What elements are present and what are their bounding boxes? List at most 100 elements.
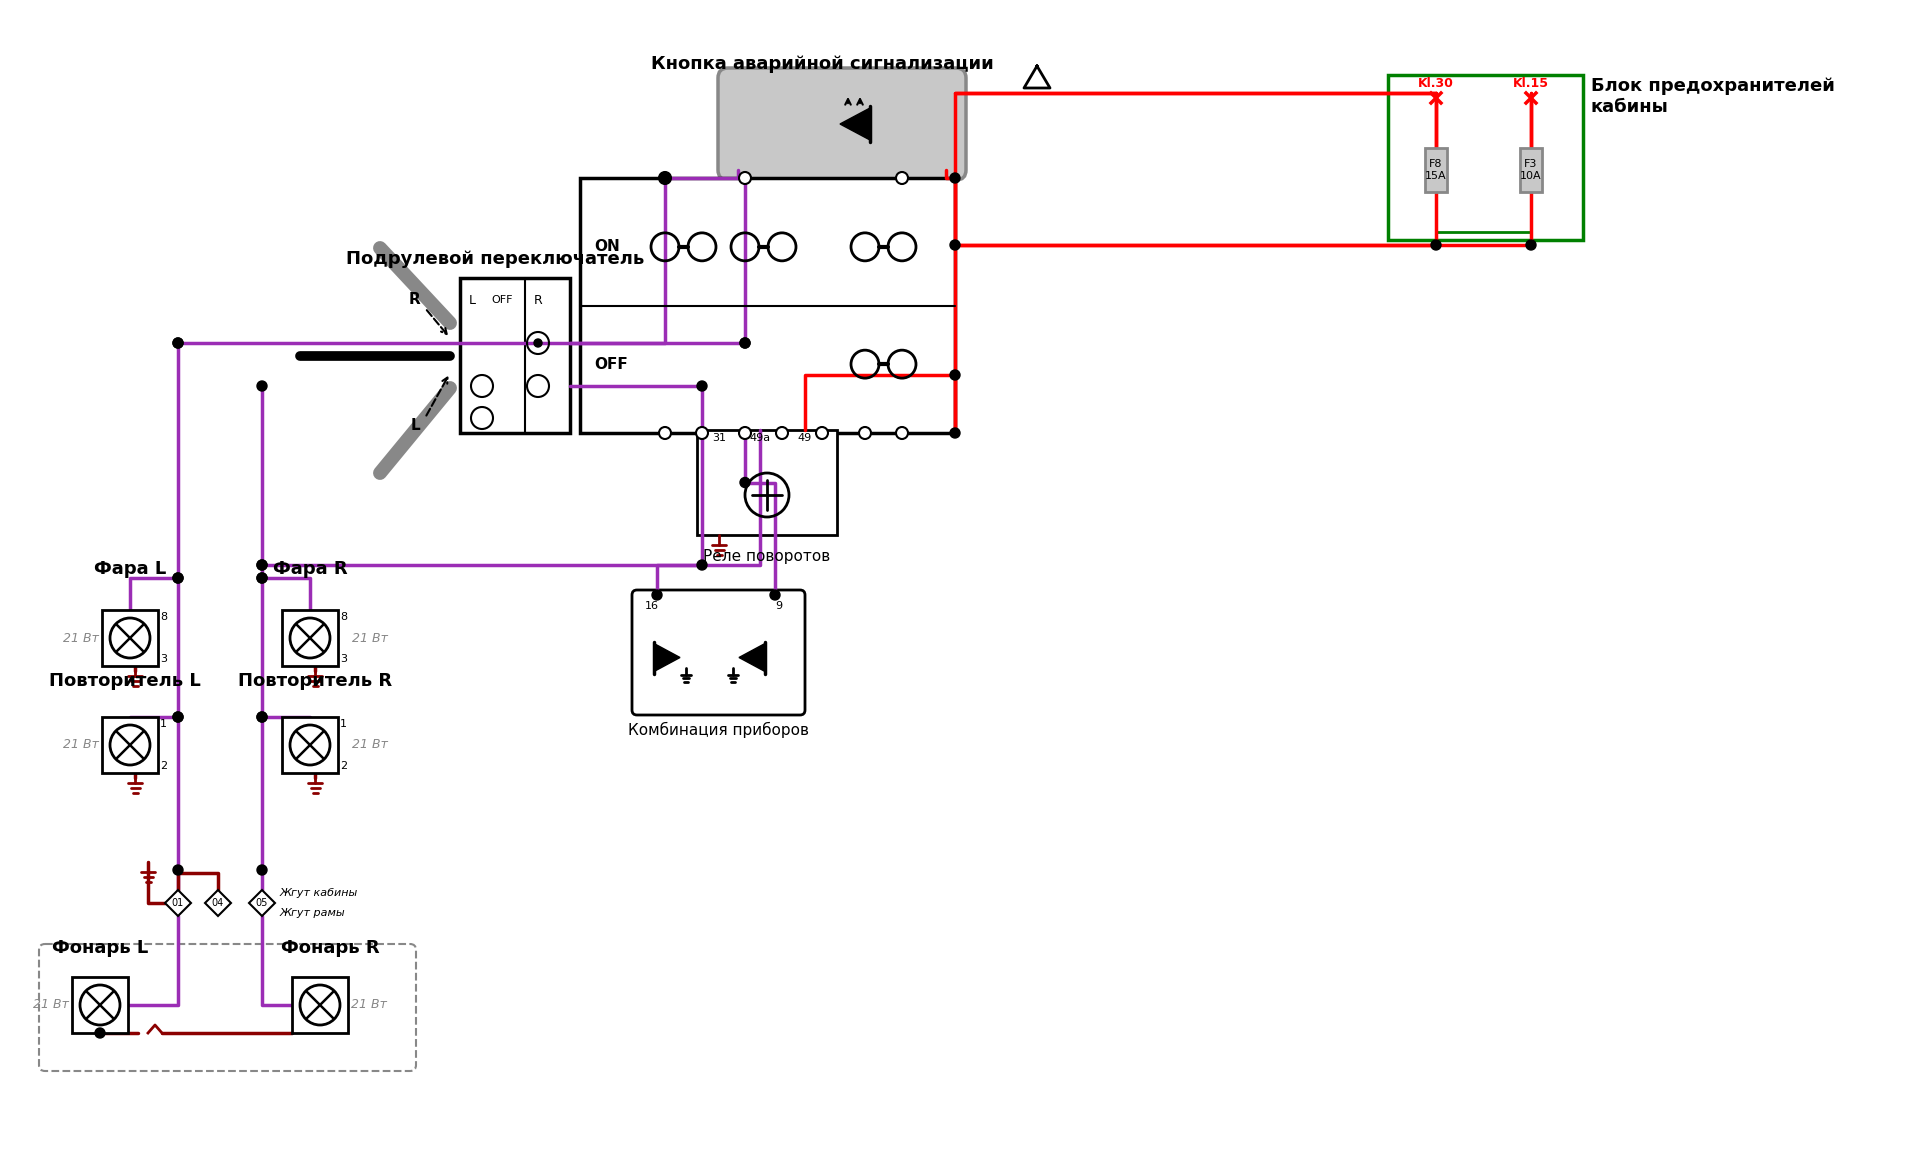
Text: Кнопка аварийной сигнализации: Кнопка аварийной сигнализации	[651, 55, 993, 73]
Text: Фара R: Фара R	[273, 560, 348, 578]
Circle shape	[173, 712, 182, 722]
Circle shape	[950, 428, 960, 438]
Polygon shape	[250, 890, 275, 916]
Text: Повторитель L: Повторитель L	[50, 672, 202, 690]
Text: 2: 2	[340, 760, 348, 771]
Circle shape	[257, 574, 267, 583]
Circle shape	[950, 240, 960, 250]
Text: Комбинация приборов: Комбинация приборов	[628, 722, 808, 738]
Text: Kl.30: Kl.30	[1419, 77, 1453, 91]
Circle shape	[257, 712, 267, 722]
Text: F8
15A: F8 15A	[1425, 159, 1448, 181]
Text: 3: 3	[340, 654, 348, 664]
Circle shape	[770, 590, 780, 600]
Text: 16: 16	[645, 601, 659, 611]
Text: F3
10A: F3 10A	[1521, 159, 1542, 181]
Circle shape	[173, 338, 182, 348]
Circle shape	[94, 1027, 106, 1038]
Text: Блок предохранителей
кабины: Блок предохранителей кабины	[1592, 77, 1836, 116]
Circle shape	[173, 712, 182, 722]
Text: 04: 04	[211, 897, 225, 908]
Circle shape	[950, 173, 960, 183]
Circle shape	[739, 338, 751, 348]
Circle shape	[257, 560, 267, 570]
Circle shape	[897, 172, 908, 183]
Bar	[282, 717, 338, 773]
Bar	[102, 717, 157, 773]
Circle shape	[257, 712, 267, 722]
Text: 1: 1	[159, 719, 167, 729]
Text: 8: 8	[159, 612, 167, 622]
Bar	[461, 277, 570, 433]
Bar	[292, 978, 348, 1033]
FancyBboxPatch shape	[718, 68, 966, 180]
Circle shape	[739, 338, 751, 348]
Circle shape	[858, 427, 872, 439]
Circle shape	[659, 172, 670, 183]
Text: 21 Вт: 21 Вт	[351, 998, 386, 1011]
Text: 01: 01	[173, 897, 184, 908]
Text: OFF: OFF	[593, 356, 628, 372]
Text: Kl.15: Kl.15	[1513, 77, 1549, 91]
Text: Жгут рамы: Жгут рамы	[280, 908, 346, 918]
Text: L: L	[468, 294, 476, 307]
Circle shape	[739, 172, 751, 183]
Polygon shape	[205, 890, 230, 916]
Circle shape	[816, 427, 828, 439]
Text: OFF: OFF	[492, 295, 513, 305]
Text: Повторитель R: Повторитель R	[238, 672, 392, 690]
Polygon shape	[739, 643, 764, 671]
Circle shape	[534, 339, 541, 347]
Text: 2: 2	[159, 760, 167, 771]
Circle shape	[739, 477, 751, 488]
Bar	[580, 178, 954, 433]
Circle shape	[950, 370, 960, 380]
Text: 31: 31	[712, 433, 726, 444]
Circle shape	[257, 381, 267, 391]
Circle shape	[173, 338, 182, 348]
Circle shape	[695, 427, 708, 439]
Text: 1: 1	[340, 719, 348, 729]
Text: L: L	[411, 418, 420, 433]
Bar	[102, 610, 157, 666]
Circle shape	[1526, 240, 1536, 250]
Circle shape	[776, 427, 787, 439]
Text: 8: 8	[340, 612, 348, 622]
Circle shape	[660, 173, 670, 183]
Circle shape	[173, 574, 182, 583]
Circle shape	[659, 427, 670, 439]
Text: 21 Вт: 21 Вт	[351, 632, 388, 644]
Text: R: R	[534, 294, 541, 307]
Bar	[1521, 147, 1542, 192]
FancyBboxPatch shape	[38, 944, 417, 1070]
Circle shape	[173, 865, 182, 875]
Circle shape	[257, 865, 267, 875]
Text: 3: 3	[159, 654, 167, 664]
Circle shape	[897, 427, 908, 439]
Text: 21 Вт: 21 Вт	[63, 632, 100, 644]
Text: 9: 9	[776, 601, 781, 611]
Circle shape	[739, 427, 751, 439]
Circle shape	[173, 574, 182, 583]
Text: 05: 05	[255, 897, 269, 908]
Polygon shape	[165, 890, 190, 916]
Text: Фонарь R: Фонарь R	[280, 939, 380, 957]
Text: Подрулевой переключатель: Подрулевой переключатель	[346, 250, 643, 268]
Text: 21 Вт: 21 Вт	[351, 738, 388, 751]
Circle shape	[653, 590, 662, 600]
Bar	[1388, 75, 1582, 240]
Circle shape	[257, 574, 267, 583]
Text: 21 Вт: 21 Вт	[33, 998, 69, 1011]
Circle shape	[257, 560, 267, 570]
Text: Фара L: Фара L	[94, 560, 167, 578]
Text: R: R	[409, 293, 420, 308]
Text: ON: ON	[593, 239, 620, 254]
Circle shape	[697, 381, 707, 391]
Bar	[73, 978, 129, 1033]
Text: 21 Вт: 21 Вт	[63, 738, 100, 751]
Text: 49: 49	[799, 433, 812, 444]
Bar	[1425, 147, 1448, 192]
Polygon shape	[655, 643, 680, 671]
Polygon shape	[841, 108, 870, 140]
Bar	[697, 430, 837, 535]
